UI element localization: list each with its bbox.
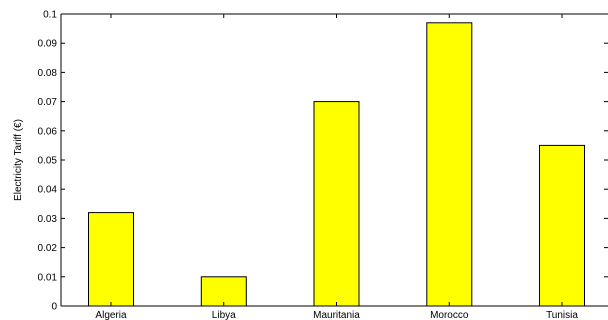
y-tick-label: 0.06 — [38, 126, 58, 137]
x-tick-label: Algeria — [95, 310, 127, 320]
bars-group — [88, 22, 585, 307]
bar-libya — [200, 276, 247, 307]
y-tick-label: 0.04 — [38, 185, 58, 196]
bar-morocco — [426, 22, 473, 307]
bar-algeria — [88, 212, 134, 307]
bar-tunisia — [539, 144, 585, 307]
y-tick-label: 0.1 — [43, 10, 57, 21]
y-tick-label: 0.08 — [38, 68, 58, 79]
x-axis-ticks: Algeria Libya Mauritania Morocco Tunisia — [95, 14, 578, 320]
y-tick-label: 0.09 — [38, 39, 58, 50]
y-tick-label: 0.07 — [38, 97, 58, 108]
x-tick-label: Morocco — [430, 310, 469, 320]
y-tick-label: 0.03 — [38, 214, 58, 225]
y-tick-label: 0 — [51, 302, 57, 313]
x-tick-label: Mauritania — [313, 310, 360, 320]
y-axis-ticks: 0 0.01 0.02 0.03 0.04 0.05 0.06 0.07 0.08 0.09 0.1 — [38, 10, 608, 313]
y-tick-label: 0.01 — [38, 272, 58, 283]
bar-mauritania — [313, 101, 360, 307]
y-axis-title: Electricity Tariff (€) — [13, 119, 24, 201]
x-tick-label: Libya — [212, 310, 236, 320]
x-tick-label: Tunisia — [546, 310, 578, 320]
y-tick-label: 0.02 — [38, 243, 58, 254]
y-tick-label: 0.05 — [38, 156, 58, 167]
